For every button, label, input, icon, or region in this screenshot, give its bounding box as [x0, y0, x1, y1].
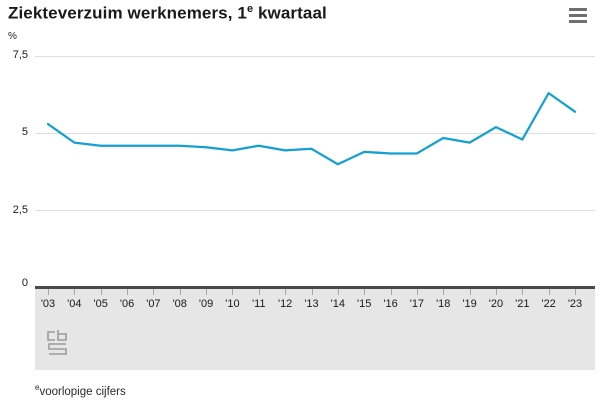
y-axis-unit-label: %: [8, 31, 17, 42]
y-axis-tick-label: 2,5: [12, 203, 28, 216]
x-axis-tick: [127, 289, 129, 295]
x-axis-tick: [206, 289, 208, 295]
x-axis-tick: [337, 289, 339, 295]
x-axis-tick: [232, 289, 234, 295]
x-axis-baseline: [35, 286, 595, 289]
x-axis-year-label: '12: [277, 298, 293, 310]
x-axis-year-label: '07: [146, 298, 161, 310]
x-axis-year-label: '21: [515, 298, 530, 310]
footnote: evoorlopige cijfers: [35, 383, 126, 398]
x-axis-year-label: '20: [488, 298, 504, 310]
x-axis-tick: [495, 289, 497, 295]
x-axis-tick: [522, 289, 524, 295]
gridline-7-5: [35, 55, 595, 57]
x-axis-year-label: '06: [119, 298, 135, 310]
x-axis-year-label: '15: [357, 298, 372, 310]
x-axis-tick: [575, 289, 576, 295]
x-axis-year-label: '10: [225, 298, 240, 310]
chart-title-text: Ziekteverzuim werknemers, 1: [8, 3, 247, 23]
footnote-marker: e: [35, 383, 40, 392]
chart-title-superscript: e: [246, 3, 254, 15]
y-axis-tick-label: 5: [21, 126, 28, 139]
x-axis-year-label: '03: [40, 298, 56, 310]
gridline-2-5: [35, 210, 595, 212]
y-axis-tick-label: 7,5: [12, 49, 28, 61]
hamburger-menu-icon[interactable]: [569, 8, 587, 23]
x-axis-tick: [100, 289, 102, 295]
x-axis-year-label: '09: [198, 298, 214, 310]
x-axis-tick: [179, 289, 181, 295]
x-axis-tick: [548, 289, 550, 295]
x-axis-year-label: '13: [304, 298, 319, 310]
x-axis-tick: [443, 289, 445, 295]
x-axis-tick: [74, 289, 76, 295]
x-axis-tick: [311, 289, 313, 295]
x-axis-tick: [364, 289, 366, 295]
gridline-5: [35, 132, 595, 134]
x-axis-tick: [153, 289, 155, 295]
x-axis-year-label: '16: [383, 298, 398, 310]
x-axis-year-label: '23: [567, 298, 583, 310]
x-axis-tick: [48, 289, 49, 295]
footnote-text: voorlopige cijfers: [39, 385, 126, 398]
x-axis-tick: [285, 289, 287, 295]
x-axis-year-label: '18: [436, 298, 451, 310]
chart-title: Ziekteverzuim werknemers, 1e kwartaal: [8, 3, 327, 24]
x-axis-year-label: '22: [541, 298, 556, 310]
x-axis-year-label: '11: [252, 298, 266, 310]
x-axis-year-label: '05: [93, 298, 108, 310]
x-axis-year-label: '14: [330, 298, 346, 310]
x-axis-tick: [416, 289, 418, 295]
y-axis-tick-label: 0: [21, 277, 28, 289]
x-axis-tick: [258, 289, 260, 295]
x-axis-tick: [469, 289, 471, 295]
x-axis-band: [35, 289, 595, 370]
x-axis-year-label: '17: [409, 298, 425, 310]
x-axis-year-label: '08: [172, 298, 187, 310]
x-axis-tick: [390, 289, 392, 295]
x-axis-year-label: '19: [462, 298, 477, 310]
cbs-logo-icon: [47, 330, 67, 355]
chart-title-text-end: kwartaal: [253, 3, 327, 23]
x-axis-year-label: '04: [67, 298, 82, 310]
